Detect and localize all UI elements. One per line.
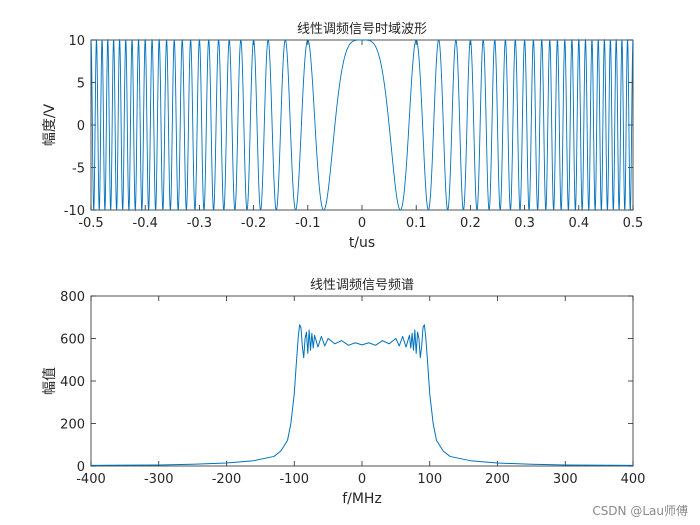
x-tick-label: 0 [358,216,366,231]
x-tick-label: 200 [485,472,510,487]
x-axis-label: f/MHz [342,491,382,507]
y-axis-label: 幅度/V [42,103,58,146]
time-domain-subplot: -0.5 -0.4 -0.3 -0.2 -0.1 0 0.1 0.2 0.3 0.4 0.5 -10 -… [42,22,643,251]
y-tick-label: 600 [60,333,85,348]
x-tick-label: -200 [212,472,242,487]
y-tick-label: -5 [72,162,85,177]
x-tick-label: 300 [553,472,578,487]
x-tick-label: -400 [76,472,106,487]
x-tick-label: 0.4 [568,216,589,231]
plot-title: 线性调频信号时域波形 [297,22,427,37]
x-tick-label: 0 [358,472,366,487]
y-tick-label: 5 [77,77,85,92]
x-tick-label: -0.1 [295,216,320,231]
y-tick-label: 400 [60,375,85,390]
x-tick-label: 100 [417,472,442,487]
spectrum-subplot: -400 -300 -200 -100 0 100 200 300 400 0 200 400 600 8… [42,278,645,507]
plot-title: 线性调频信号频谱 [310,278,414,293]
x-tick-label: -0.3 [187,216,212,231]
y-tick-label: 800 [60,290,85,305]
x-tick-label: 400 [621,472,646,487]
x-tick-label: 0.3 [514,216,535,231]
y-tick-label: 200 [60,418,85,433]
x-axis-label: t/us [349,235,375,251]
x-tick-label: -300 [144,472,174,487]
waveform-series-line [90,38,634,212]
watermark-text: CSDN @Lau师傅 [592,504,688,518]
plot-frame [90,295,634,467]
x-tick-label: -0.2 [241,216,266,231]
y-tick-label: 0 [77,460,85,475]
x-tick-label: -0.4 [133,216,158,231]
spectrum-series-line [90,324,634,466]
x-tick-label: 0.1 [406,216,427,231]
y-tick-label: 10 [68,34,85,49]
y-axis-label: 幅值 [42,367,58,395]
y-tick-label: -10 [64,204,85,219]
x-tick-label: -100 [279,472,309,487]
x-tick-label: -0.5 [78,216,103,231]
y-tick-label: 0 [77,119,85,134]
x-tick-label: 0.2 [460,216,481,231]
x-tick-label: 0.5 [623,216,644,231]
